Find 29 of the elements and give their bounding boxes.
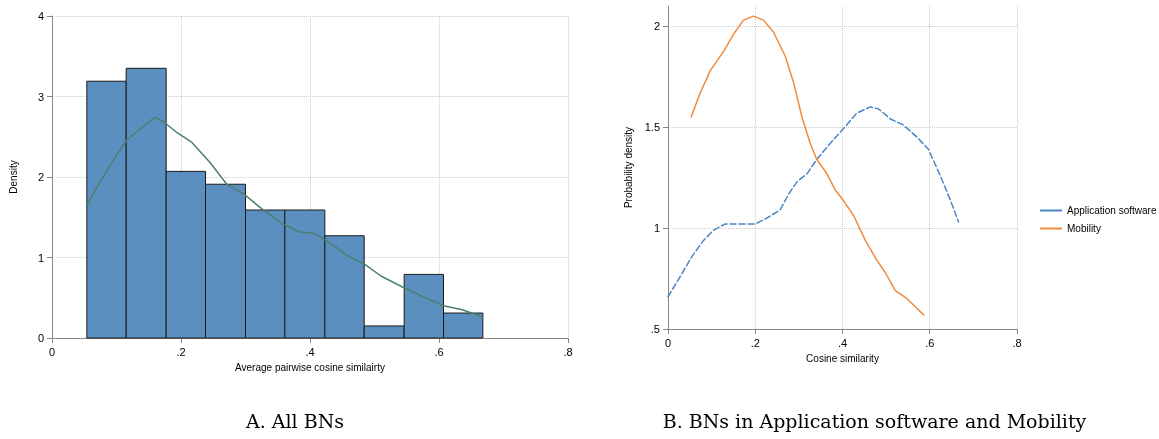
x-tick-label: .8 xyxy=(1012,336,1022,349)
y-tick-label: 2 xyxy=(653,20,660,33)
x-tick-label: 0 xyxy=(664,336,672,349)
y-axis-title: Density xyxy=(7,160,19,194)
x-tick-label: .4 xyxy=(837,336,848,349)
x-tick-label: .6 xyxy=(434,345,444,358)
x-axis-title: Average pairwise cosine similairty xyxy=(235,361,385,373)
x-tick-label: .2 xyxy=(176,345,186,358)
y-tick-label: 3 xyxy=(37,90,44,103)
x-tick-label: 0 xyxy=(48,345,56,358)
y-axis-title: Probability density xyxy=(623,126,635,209)
x-tick-label: .4 xyxy=(305,345,315,358)
text: B. BNs in Application software and Mobility xyxy=(662,409,1087,432)
y-tick-label: 1 xyxy=(37,251,44,264)
legend-label: Mobility xyxy=(1067,223,1101,234)
legend-label: Application software xyxy=(1067,205,1157,216)
x-tick-label: .6 xyxy=(925,336,935,349)
line-series xyxy=(690,15,925,316)
x-axis-title: Cosine similarity xyxy=(806,352,879,364)
line-series xyxy=(86,116,484,318)
y-tick-label: 2 xyxy=(37,171,44,183)
y-tick-label: 1 xyxy=(653,222,660,235)
x-tick-label: .8 xyxy=(563,345,573,358)
y-tick-label: 4 xyxy=(37,10,44,22)
x-tick-label: .2 xyxy=(750,336,760,349)
text: A. All BNs xyxy=(244,409,345,432)
y-tick-label: .5 xyxy=(650,323,660,335)
y-tick-label: 1.5 xyxy=(644,121,660,134)
line-series xyxy=(667,106,960,298)
